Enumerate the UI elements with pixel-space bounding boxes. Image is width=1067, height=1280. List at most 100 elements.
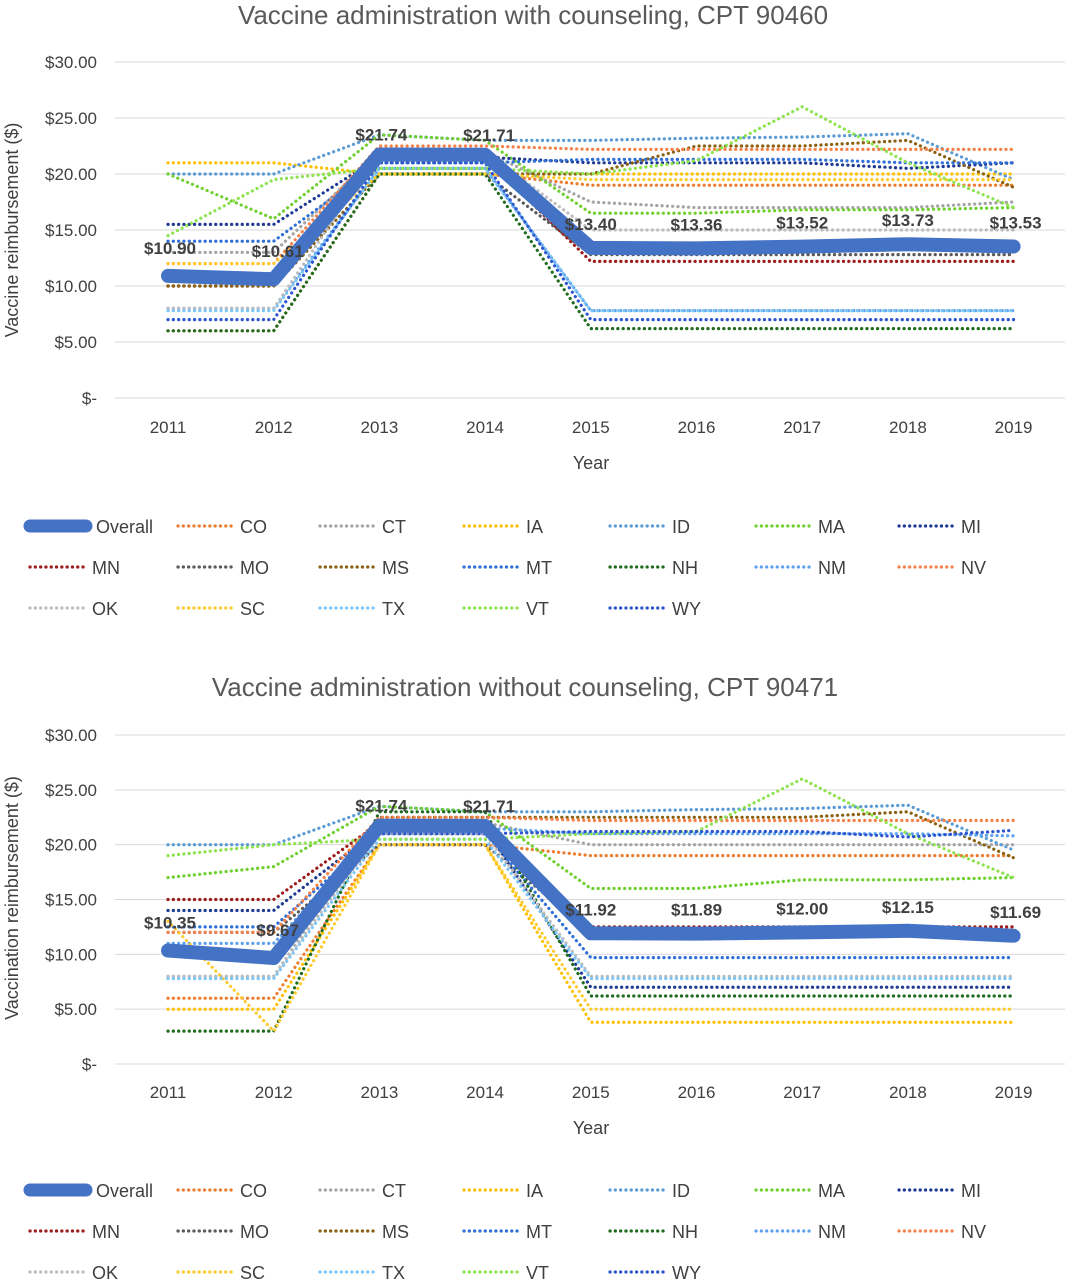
legend-item-vt: VT	[462, 1263, 549, 1280]
data-label: $13.73	[882, 211, 934, 230]
legend-item-ct: CT	[318, 517, 406, 537]
series-line-nh	[166, 172, 1016, 333]
legend-item-ma: MA	[754, 517, 845, 537]
series-lines	[161, 105, 1021, 333]
data-label: $10.90	[144, 239, 196, 258]
x-tick-label: 2013	[360, 1083, 398, 1102]
data-label: $11.69	[990, 903, 1041, 922]
legend-item-nh: NH	[608, 1222, 698, 1242]
y-tick-label: $20.00	[45, 165, 97, 184]
legend-item-nv: NV	[897, 558, 986, 578]
series-line-vt	[166, 105, 1016, 238]
data-label: $21.74	[355, 797, 408, 816]
series-line-mt	[166, 157, 1016, 243]
legend-item-mo: MO	[176, 1222, 269, 1242]
legend-item-tx: TX	[318, 1263, 405, 1280]
legend-item-nm: NM	[754, 558, 846, 578]
legend-label: CO	[240, 517, 267, 537]
legend-label: ID	[672, 517, 690, 537]
data-label: $10.35	[144, 913, 196, 932]
data-label: $21.74	[355, 126, 408, 145]
x-tick-label: 2015	[572, 1083, 610, 1102]
data-labels: $10.90 $10.61 $21.74 $21.71 $13.40 $13.36 $13.…	[144, 126, 1042, 262]
chart-without-counseling: Vaccine administration without counselin…	[2, 672, 1065, 1280]
y-tick-label: $25.00	[45, 109, 97, 128]
x-tick-label: 2012	[255, 418, 293, 437]
y-tick-label: $5.00	[54, 1000, 97, 1019]
legend-item-ia: IA	[462, 1181, 543, 1201]
legend-item-id: ID	[608, 517, 690, 537]
series-line-ct	[166, 150, 1016, 254]
data-label: $13.52	[776, 214, 828, 233]
legend-item-tx: TX	[318, 599, 405, 619]
series-line-id	[166, 132, 1016, 182]
legend-item-overall: Overall	[23, 517, 153, 537]
series-line-tx	[166, 166, 1016, 313]
x-axis-ticks: 2011 2012 2013 2014 2015 2016 2017 2018 2019	[150, 1083, 1033, 1102]
data-label: $12.15	[882, 898, 934, 917]
y-tick-label: $5.00	[54, 333, 97, 352]
series-line-nm	[166, 166, 1016, 313]
y-tick-label: $30.00	[45, 726, 97, 745]
legend-label: MO	[240, 1222, 269, 1242]
y-tick-label: $20.00	[45, 836, 97, 855]
legend-item-ok: OK	[28, 599, 118, 619]
data-labels: $10.35 $9.67 $21.74 $21.71 $11.92 $11.89 $12.0…	[144, 797, 1041, 940]
series-line-ma	[166, 804, 1016, 891]
legend-item-overall: Overall	[23, 1181, 153, 1201]
data-label: $21.71	[463, 126, 515, 145]
legend-item-mi: MI	[897, 517, 981, 537]
data-label: $13.53	[990, 213, 1042, 232]
legend-item-mo: MO	[176, 558, 269, 578]
legend-label: VT	[526, 1263, 549, 1280]
legend-item-co: CO	[176, 517, 267, 537]
data-label: $9.67	[256, 921, 299, 940]
data-label: $13.36	[671, 215, 723, 234]
legend-item-vt: VT	[462, 599, 549, 619]
legend-item-co: CO	[176, 1181, 267, 1201]
series-line-tx	[166, 837, 1016, 981]
x-tick-label: 2014	[466, 418, 504, 437]
x-tick-label: 2018	[889, 418, 927, 437]
legend-item-ma: MA	[754, 1181, 845, 1201]
legend-item-sc: SC	[176, 1263, 265, 1280]
y-tick-label: $10.00	[45, 277, 97, 296]
x-tick-label: 2011	[150, 1083, 187, 1102]
series-line-co	[166, 843, 1016, 1000]
series-line-nv	[166, 815, 1016, 935]
series-line-wy	[166, 161, 1016, 322]
x-tick-label: 2015	[572, 418, 610, 437]
legend-item-mn: MN	[28, 1222, 120, 1242]
series-line-vt	[166, 777, 1016, 880]
legend-label: MN	[92, 1222, 120, 1242]
y-tick-label: $-	[82, 389, 97, 408]
x-axis-label: Year	[573, 1118, 609, 1138]
series-line-ia	[166, 843, 1016, 1024]
x-axis-ticks: 2011 2012 2013 2014 2015 2016 2017 2018 2019	[150, 418, 1033, 437]
legend-label: MI	[961, 1181, 981, 1201]
y-tick-label: $10.00	[45, 945, 97, 964]
y-tick-label: $30.00	[45, 53, 97, 72]
x-tick-label: 2017	[783, 1083, 821, 1102]
legend-label: VT	[526, 599, 549, 619]
legend: Overall CO CT IA ID MA MI MN MO MS MT NH NM NV OK SC TX V…	[23, 1181, 986, 1280]
legend-label: NV	[961, 558, 986, 578]
legend-label: OK	[92, 599, 118, 619]
y-tick-label: $15.00	[45, 891, 97, 910]
data-label: $12.00	[776, 899, 828, 918]
y-axis-label: Vaccination reimbursement ($)	[2, 776, 22, 1020]
legend: Overall CO CT IA ID MA MI MN MO MS MT NH NM NV OK SC TX V…	[23, 517, 986, 619]
series-line-ia	[166, 161, 1016, 176]
series-lines	[161, 777, 1021, 1033]
legend-item-sc: SC	[176, 599, 265, 619]
legend-item-ms: MS	[318, 558, 409, 578]
legend-item-id: ID	[608, 1181, 690, 1201]
legend-label: MS	[382, 1222, 409, 1242]
chart-with-counseling: Vaccine administration with counseling, …	[2, 0, 1065, 619]
data-label: $10.61	[252, 242, 304, 261]
series-line-overall	[161, 818, 1021, 965]
legend-item-ia: IA	[462, 517, 543, 537]
legend-label: MS	[382, 558, 409, 578]
x-tick-label: 2017	[783, 418, 821, 437]
